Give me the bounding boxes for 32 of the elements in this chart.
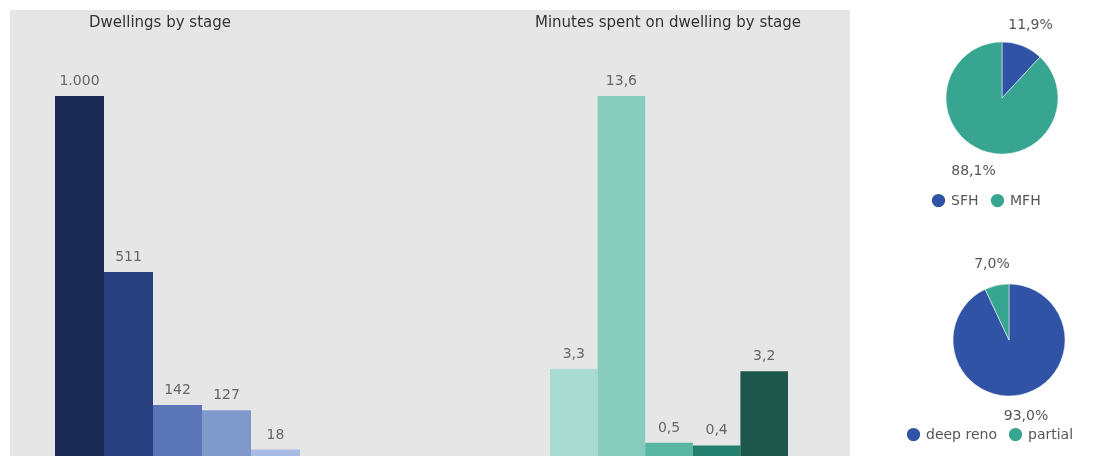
bar: [550, 368, 598, 456]
data-label: 11,9%: [1008, 16, 1053, 33]
bar: [740, 371, 788, 456]
bar: [692, 445, 741, 456]
data-label: 511: [115, 248, 142, 265]
bar: [104, 272, 153, 456]
chart-title: Dwellings by stage: [89, 13, 231, 31]
data-label: 3,2: [753, 347, 776, 364]
data-label: 3,3: [562, 344, 585, 361]
pie-slice: [945, 41, 1059, 155]
legend-label: MFH: [1010, 191, 1041, 208]
data-label: 13,6: [605, 72, 638, 88]
chart-title: Minutes spent on dwelling by stage: [534, 13, 802, 31]
data-label: 0,4: [705, 421, 728, 438]
data-label: 88,1%: [951, 161, 996, 178]
legend-label: SFH: [951, 191, 979, 208]
data-label: 7,0%: [974, 254, 1010, 271]
bar: [251, 449, 300, 456]
bar: [645, 442, 693, 456]
data-label: 127: [213, 386, 240, 403]
bar: [153, 404, 202, 456]
legend-label: deep reno: [926, 425, 997, 442]
data-label: 0,5: [657, 418, 681, 435]
data-label: 18: [266, 425, 285, 442]
data-label: 142: [164, 380, 191, 397]
bar: [597, 96, 646, 456]
bar: [202, 410, 251, 456]
legend-label: partial: [1028, 425, 1074, 442]
data-label: 93,0%: [1003, 407, 1049, 424]
bar: [55, 96, 104, 456]
pie-slice: [952, 283, 1066, 397]
data-label: 1.000: [59, 72, 100, 88]
